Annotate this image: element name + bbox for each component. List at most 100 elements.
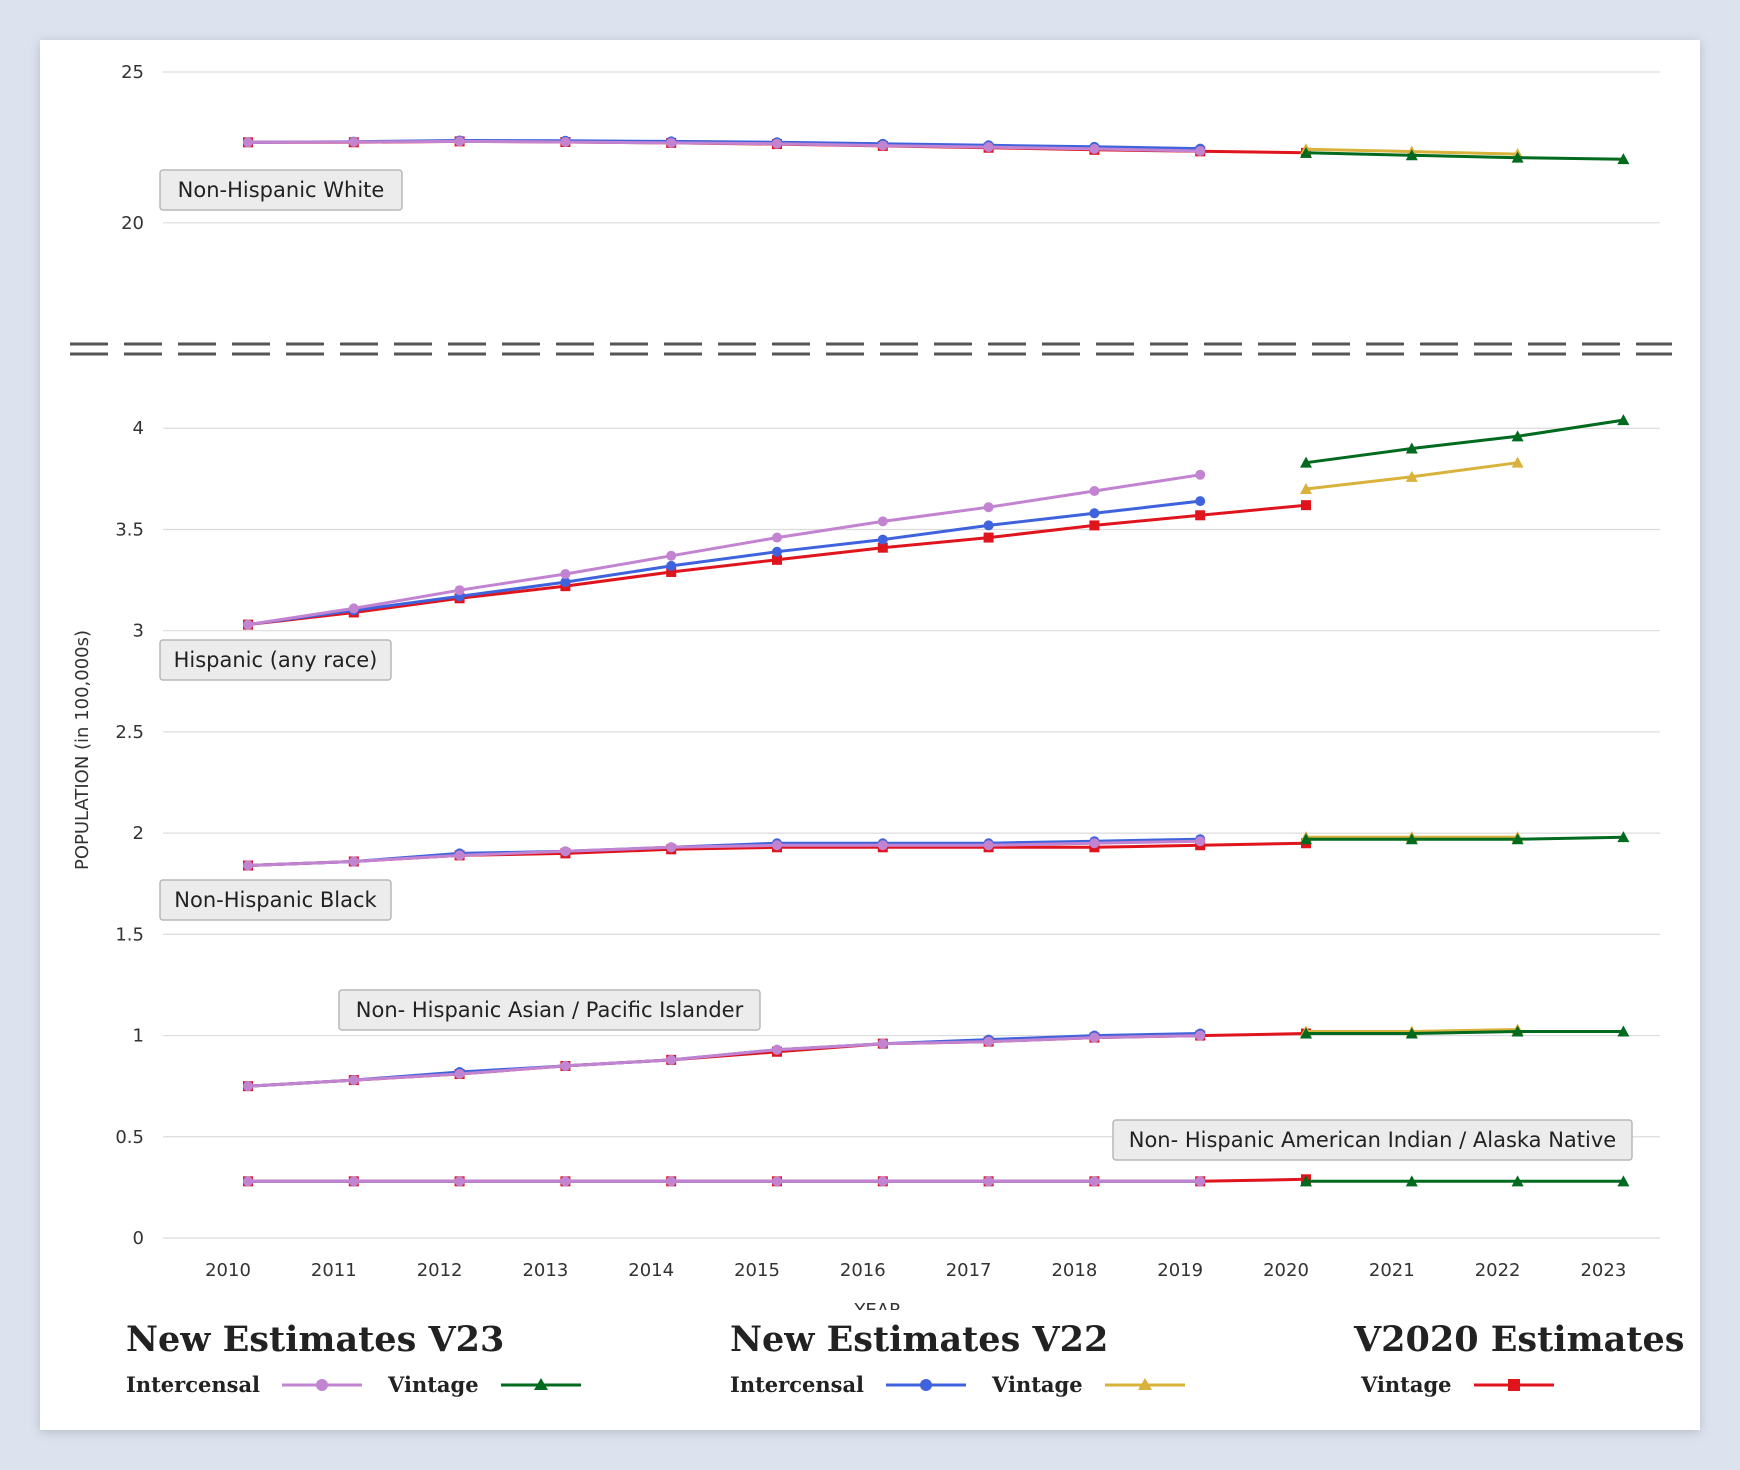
data-point — [666, 550, 677, 561]
data-point — [1405, 833, 1418, 845]
data-point — [1195, 496, 1206, 507]
group-label-text: Non- Hispanic Asian / Pacific Islander — [356, 998, 744, 1022]
group-labels: Non-Hispanic White Hispanic (any race) Non… — [159, 169, 1633, 1161]
data-point — [1511, 833, 1524, 845]
series-line-v23_intercensal — [247, 473, 1201, 627]
data-point — [877, 1038, 888, 1049]
data-point — [666, 137, 677, 148]
series-line-v23_vintage — [1305, 418, 1624, 465]
x-tick-label: 2017 — [946, 1260, 992, 1281]
data-point — [1089, 143, 1100, 154]
group-label: Non-Hispanic White — [159, 169, 403, 211]
legend-label: Vintage — [1361, 1372, 1452, 1397]
data-point — [1195, 1030, 1206, 1041]
series-line-v2020_vintage — [247, 503, 1307, 627]
data-point — [243, 1081, 253, 1092]
data-point — [1089, 508, 1100, 519]
data-point — [454, 1069, 465, 1080]
x-tick-label: 2021 — [1369, 1260, 1415, 1281]
data-point — [666, 1054, 677, 1065]
data-point — [1405, 442, 1418, 454]
data-point — [1300, 482, 1312, 494]
x-tick-label: 2010 — [205, 1260, 251, 1281]
legend-label: Vintage — [992, 1372, 1083, 1397]
data-point — [454, 585, 465, 596]
data-point — [983, 502, 994, 513]
group-label-box — [338, 989, 761, 1031]
data-point — [666, 560, 677, 571]
x-tick-label: 2022 — [1475, 1260, 1521, 1281]
data-point — [1617, 414, 1630, 426]
data-point — [983, 520, 994, 531]
data-point — [1405, 470, 1418, 482]
data-point — [877, 534, 888, 545]
data-point — [560, 577, 571, 588]
series-group — [243, 1023, 1630, 1092]
data-point — [983, 840, 994, 851]
data-point — [1195, 469, 1206, 480]
x-tick-label: 2016 — [840, 1260, 886, 1281]
data-point — [1617, 831, 1630, 843]
data-point — [877, 516, 888, 527]
series-line-v23_vintage — [1305, 151, 1624, 161]
group-label-text: Hispanic (any race) — [174, 648, 378, 672]
series-line-v23_intercensal — [247, 139, 1201, 153]
data-point — [1617, 1175, 1630, 1187]
y-tick-label: 2 — [133, 823, 144, 844]
data-point — [560, 569, 571, 579]
data-point — [243, 860, 253, 871]
series-line-v23_intercensal — [247, 1034, 1201, 1088]
data-point — [877, 542, 888, 553]
data-point — [1195, 1176, 1206, 1187]
group-label-text: Non- Hispanic American Indian / Alaska N… — [1129, 1128, 1616, 1152]
data-point — [560, 846, 571, 857]
gridlines — [163, 71, 1660, 1239]
legend-swatch-v22-intercensal — [886, 1378, 967, 1391]
y-axis-label: POPULATION (in 100,000s) — [72, 630, 93, 870]
data-point — [1405, 149, 1418, 161]
data-point — [877, 140, 888, 151]
data-point — [983, 1036, 994, 1047]
data-point — [1195, 836, 1206, 847]
x-tick-label: 2018 — [1051, 1260, 1097, 1281]
x-tick-label: 2019 — [1157, 1260, 1203, 1281]
y-tick-label: 0.5 — [115, 1127, 144, 1148]
data-point — [454, 136, 465, 147]
group-label: Non- Hispanic American Indian / Alaska N… — [1112, 1119, 1633, 1161]
data-point — [983, 532, 994, 543]
group-label: Hispanic (any race) — [159, 639, 392, 681]
y-tick-label: 3.5 — [115, 519, 144, 540]
data-point — [772, 138, 782, 149]
data-point — [1089, 838, 1100, 849]
y-tick-labels: 20 25 0 0.5 1 1.5 2 2.5 3 3.5 4 — [115, 62, 144, 1249]
data-point — [666, 1176, 677, 1187]
data-point — [348, 136, 359, 147]
data-point — [1089, 520, 1100, 531]
data-point — [1511, 151, 1524, 163]
y-tick-label: 2.5 — [115, 722, 144, 743]
legend-label: Intercensal — [730, 1372, 865, 1397]
series-line-v23_vintage — [1306, 835, 1624, 841]
data-point — [1300, 833, 1312, 845]
y-tick-label: 20 — [121, 213, 144, 234]
series-group — [243, 1174, 1630, 1187]
legend-swatch-v23-vintage — [500, 1377, 581, 1390]
data-point — [348, 856, 359, 867]
data-point — [348, 1075, 359, 1086]
x-tick-label: 2012 — [417, 1260, 463, 1281]
legend-swatch-v22-vintage — [1104, 1377, 1185, 1390]
data-point — [1511, 1025, 1524, 1037]
series-line-v23_intercensal — [247, 839, 1201, 867]
x-tick-labels: 2010 2011 2012 2013 2014 2015 2016 2017 2018 2019… — [205, 1260, 1626, 1281]
group-label-text: Non-Hispanic Black — [174, 888, 377, 912]
data-point — [1511, 1175, 1524, 1187]
data-point — [983, 1176, 994, 1187]
data-point — [560, 1060, 571, 1071]
data-point — [772, 1044, 782, 1055]
x-tick-label: 2015 — [734, 1260, 780, 1281]
data-point — [666, 842, 677, 853]
group-label: Non- Hispanic Asian / Pacific Islander — [338, 989, 761, 1031]
data-point — [666, 566, 677, 577]
data-point — [560, 136, 571, 147]
